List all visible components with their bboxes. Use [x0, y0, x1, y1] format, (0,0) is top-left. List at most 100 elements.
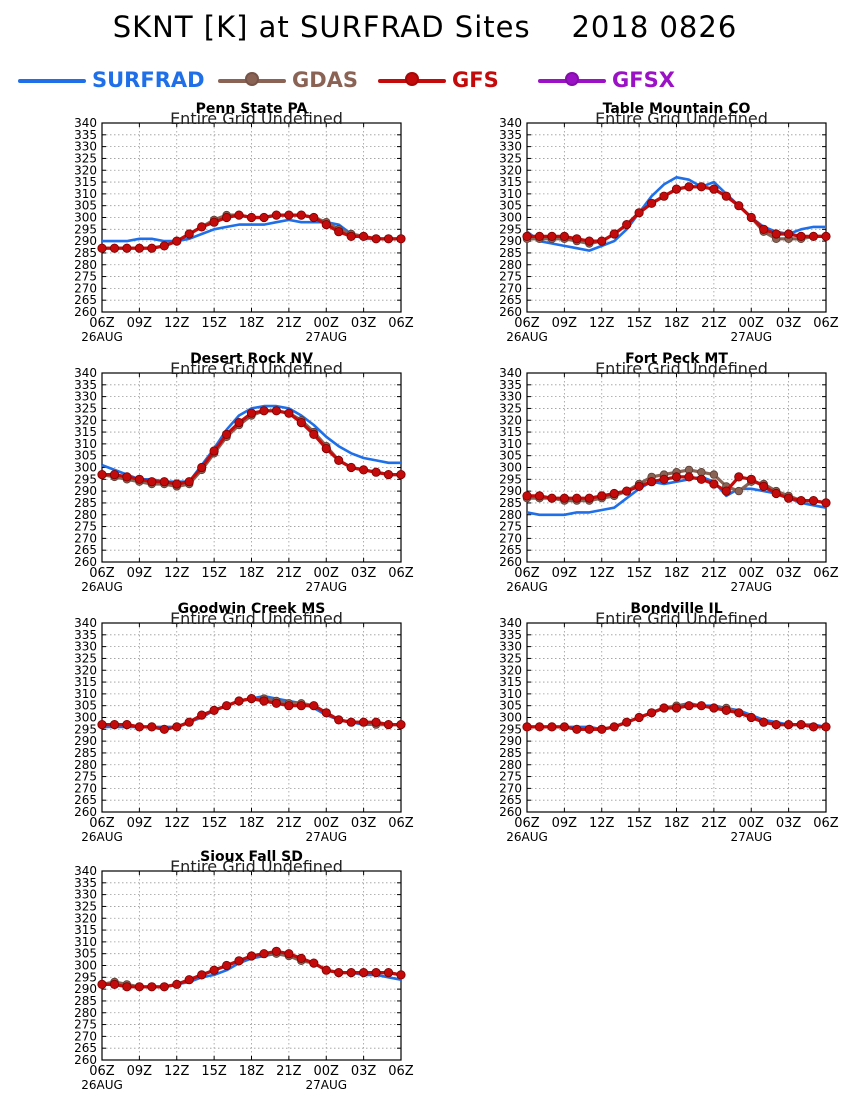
series-point-gfs — [309, 701, 319, 711]
x-tick-label: 15Z — [201, 316, 227, 331]
series-point-gfs — [572, 724, 582, 734]
series-point-gfs — [309, 958, 319, 968]
panel-subtitle: Entire Grid Undefined — [595, 109, 768, 128]
x-tick-label: 06Z — [89, 1064, 115, 1079]
y-tick-label: 265 — [74, 543, 97, 557]
legend-label-gdas: GDAS — [292, 68, 359, 92]
series-point-gfs — [109, 979, 120, 989]
y-tick-label: 330 — [499, 390, 522, 404]
series-point-gfs — [821, 231, 831, 241]
y-tick-label: 280 — [74, 508, 97, 522]
panel-sioux-fall: 260 265 270 275 280 285 290 295 300 305 310 315 320 3… — [0, 846, 430, 1100]
x-tick-label: 12Z — [164, 1064, 190, 1079]
series-point-gfs — [296, 953, 306, 964]
y-tick-label: 300 — [499, 461, 522, 475]
x-tick-label: 21Z — [701, 566, 727, 581]
series-point-gfs — [383, 470, 394, 480]
y-tick-label: 295 — [74, 472, 97, 486]
y-tick-label: 270 — [74, 1029, 97, 1043]
series-point-gfs — [134, 982, 144, 992]
series-point-gfs — [159, 477, 169, 487]
x-date-label: 26AUG — [506, 580, 548, 594]
series-point-gfs — [334, 455, 344, 466]
series-point-gfs — [783, 720, 794, 730]
series-point-gfs — [746, 474, 756, 484]
series-point-gfs — [147, 243, 157, 253]
series-point-gfs — [684, 472, 694, 482]
series-point-gfs — [522, 491, 532, 501]
series-point-gfs — [808, 231, 819, 241]
y-tick-label: 290 — [74, 982, 97, 996]
x-date-label: 26AUG — [81, 330, 123, 344]
series-point-gfs — [209, 965, 219, 975]
y-tick-label: 310 — [499, 187, 522, 201]
y-tick-label: 340 — [74, 366, 97, 380]
series-point-gfs — [796, 231, 806, 241]
series-point-gfs — [246, 694, 257, 704]
y-tick-label: 310 — [74, 437, 97, 451]
y-tick-label: 335 — [74, 628, 97, 642]
series-point-gfs — [172, 722, 182, 732]
y-tick-label: 330 — [499, 640, 522, 654]
y-tick-label: 260 — [74, 1053, 97, 1067]
y-tick-label: 305 — [74, 199, 97, 213]
series-point-gfs — [358, 231, 369, 241]
series-point-gfs — [147, 722, 157, 732]
series-point-gfs — [109, 470, 120, 480]
y-tick-label: 285 — [499, 496, 522, 510]
y-tick-label: 335 — [499, 378, 522, 392]
series-point-gfs — [622, 717, 632, 727]
series-point-gfs — [172, 979, 182, 989]
x-tick-label: 00Z — [314, 566, 340, 581]
x-tick-label: 15Z — [626, 566, 652, 581]
chart-svg: 2602652702752802852902953003053103153203… — [499, 351, 839, 594]
y-tick-label: 270 — [74, 281, 97, 295]
series-point-gfs — [334, 968, 344, 978]
x-tick-label: 09Z — [552, 566, 578, 581]
legend-marker-gdas — [245, 72, 259, 86]
series-point-gfs — [184, 975, 194, 985]
x-tick-label: 18Z — [664, 316, 690, 331]
x-tick-label: 09Z — [127, 1064, 153, 1079]
legend: SURFRAD GDAS GFS GFSX — [0, 62, 850, 98]
x-tick-label: 06Z — [813, 566, 839, 581]
series-point-gfs — [534, 231, 545, 241]
y-tick-label: 305 — [74, 947, 97, 961]
y-tick-label: 300 — [499, 711, 522, 725]
panel-subtitle: Entire Grid Undefined — [595, 609, 768, 628]
series-point-gfs — [597, 236, 607, 246]
series-point-gfs — [709, 479, 719, 489]
y-tick-label: 320 — [499, 163, 522, 177]
x-tick-label: 03Z — [351, 816, 377, 831]
y-tick-label: 290 — [499, 234, 522, 248]
series-point-gfs — [234, 210, 244, 220]
series-point-gfs — [559, 722, 569, 732]
y-tick-label: 285 — [74, 246, 97, 260]
series-point-gfs — [821, 498, 831, 508]
x-tick-label: 15Z — [201, 816, 227, 831]
y-tick-label: 285 — [499, 246, 522, 260]
x-tick-label: 18Z — [239, 816, 265, 831]
series-point-gfs — [396, 970, 406, 980]
series-point-gfs — [522, 231, 532, 241]
series-point-gfs — [259, 406, 269, 416]
y-tick-label: 305 — [499, 449, 522, 463]
x-tick-label: 18Z — [239, 1064, 265, 1079]
x-tick-label: 06Z — [388, 566, 414, 581]
series-point-gfs — [296, 418, 306, 428]
x-tick-label: 06Z — [89, 316, 115, 331]
x-tick-label: 18Z — [239, 316, 265, 331]
y-tick-label: 275 — [74, 270, 97, 284]
series-point-gfs — [209, 705, 219, 716]
series-point-gfs — [259, 949, 269, 959]
y-tick-label: 330 — [499, 140, 522, 154]
y-tick-label: 340 — [499, 116, 522, 130]
x-date-label: 27AUG — [305, 1078, 347, 1092]
y-tick-label: 270 — [499, 781, 522, 795]
series-point-gfs — [746, 712, 756, 723]
series-point-gfs — [808, 722, 819, 732]
y-tick-label: 330 — [74, 640, 97, 654]
series-point-gfs — [559, 231, 569, 241]
y-tick-label: 340 — [499, 616, 522, 630]
series-point-gfs — [783, 229, 794, 239]
